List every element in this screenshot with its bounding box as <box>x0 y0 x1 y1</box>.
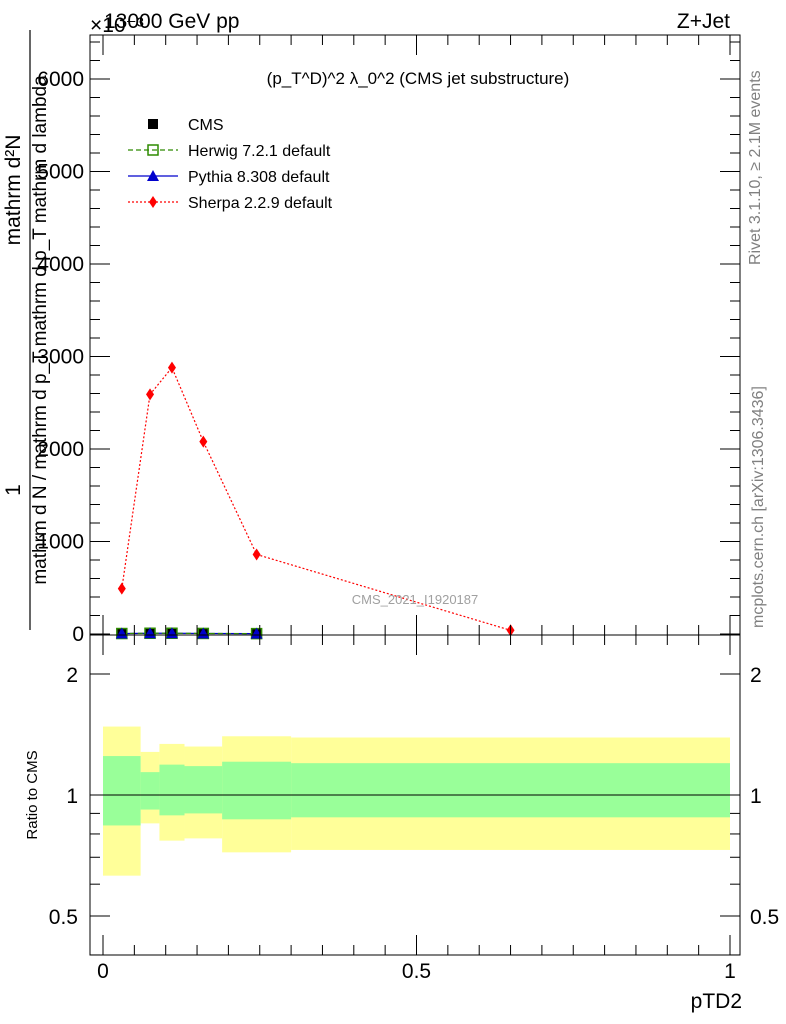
plot-title: (p_T^D)^2 λ_0^2 (CMS jet substructure) <box>267 69 570 88</box>
legend: CMS Herwig 7.2.1 default Pythia 8.308 defa… <box>128 117 333 212</box>
ratio-y-tick-label-right: 0.5 <box>750 906 779 929</box>
exponent-label: ×10⁻³ <box>90 14 144 37</box>
y-tick-label: 0 <box>72 623 84 646</box>
data-point-pythia <box>115 627 128 639</box>
y-tick-label: 5000 <box>37 161 84 184</box>
process-label: Z+Jet <box>677 10 730 33</box>
data-point-pythia <box>144 627 157 639</box>
ratio-band-inner <box>222 761 292 820</box>
ratio-band-inner <box>291 763 730 818</box>
legend-label: Pythia 8.308 default <box>188 169 330 186</box>
ratio-band-inner <box>184 766 223 814</box>
series-line-sherpa <box>121 366 511 631</box>
data-point-sherpa <box>252 548 261 561</box>
rivet-label: Rivet 3.1.10, ≥ 2.1M events <box>747 70 764 265</box>
energy-label: 13000 GeV pp <box>104 10 239 33</box>
legend-label: Herwig 7.2.1 default <box>188 143 331 160</box>
y-tick-label: 2000 <box>37 438 84 461</box>
y-axis-label-secondary: mathrm d²N <box>2 135 25 246</box>
mcplots-label: mcplots.cern.ch [arXiv:1306.3436] <box>750 386 767 628</box>
main-plot-panel: 0 1000 2000 3000 4000 5000 6000 (p_T^D)^2 λ_0^… <box>2 30 741 646</box>
data-point-pythia <box>165 627 178 639</box>
ratio-band-inner <box>103 756 141 826</box>
data-point-pythia <box>197 627 210 639</box>
ratio-y-tick-label: 2 <box>66 664 78 687</box>
ratio-band-inner <box>159 764 185 816</box>
x-axis-label: pTD2 <box>691 990 742 1013</box>
data-point-sherpa <box>199 435 208 448</box>
data-point-sherpa <box>146 388 155 401</box>
y-tick-label: 3000 <box>37 346 84 369</box>
x-tick-label: 0.5 <box>402 960 431 983</box>
legend-label: Sherpa 2.2.9 default <box>188 195 333 212</box>
legend-marker <box>149 196 157 208</box>
y-axis-label-denominator: mathrm d N / mathrm d p_T mathrm d p_T m… <box>30 75 51 585</box>
legend-marker <box>147 170 159 181</box>
y-tick-label: 4000 <box>37 253 84 276</box>
ratio-band-inner <box>140 772 160 810</box>
y-axis-label-numerator: 1 <box>2 484 25 496</box>
ratio-plot-panel: 0.5 0.5 1 1 2 2 0 0.5 1 Ratio to CMS pTD2 <box>24 634 779 1013</box>
ratio-y-tick-label: 0.5 <box>49 906 78 929</box>
y-tick-label: 6000 <box>37 68 84 91</box>
data-point-sherpa <box>167 361 176 374</box>
legend-label: CMS <box>188 117 224 134</box>
ratio-y-label: Ratio to CMS <box>24 750 41 839</box>
ratio-y-tick-label: 1 <box>66 785 78 808</box>
legend-marker <box>147 144 159 156</box>
watermark: CMS_2021_I1920187 <box>352 592 479 607</box>
ratio-y-tick-label-right: 2 <box>750 664 762 687</box>
x-tick-label: 0 <box>97 960 109 983</box>
data-point-sherpa <box>117 582 126 595</box>
legend-marker <box>148 119 158 129</box>
x-tick-label: 1 <box>724 960 736 983</box>
y-tick-label: 1000 <box>37 531 84 554</box>
ratio-y-tick-label-right: 1 <box>750 785 762 808</box>
